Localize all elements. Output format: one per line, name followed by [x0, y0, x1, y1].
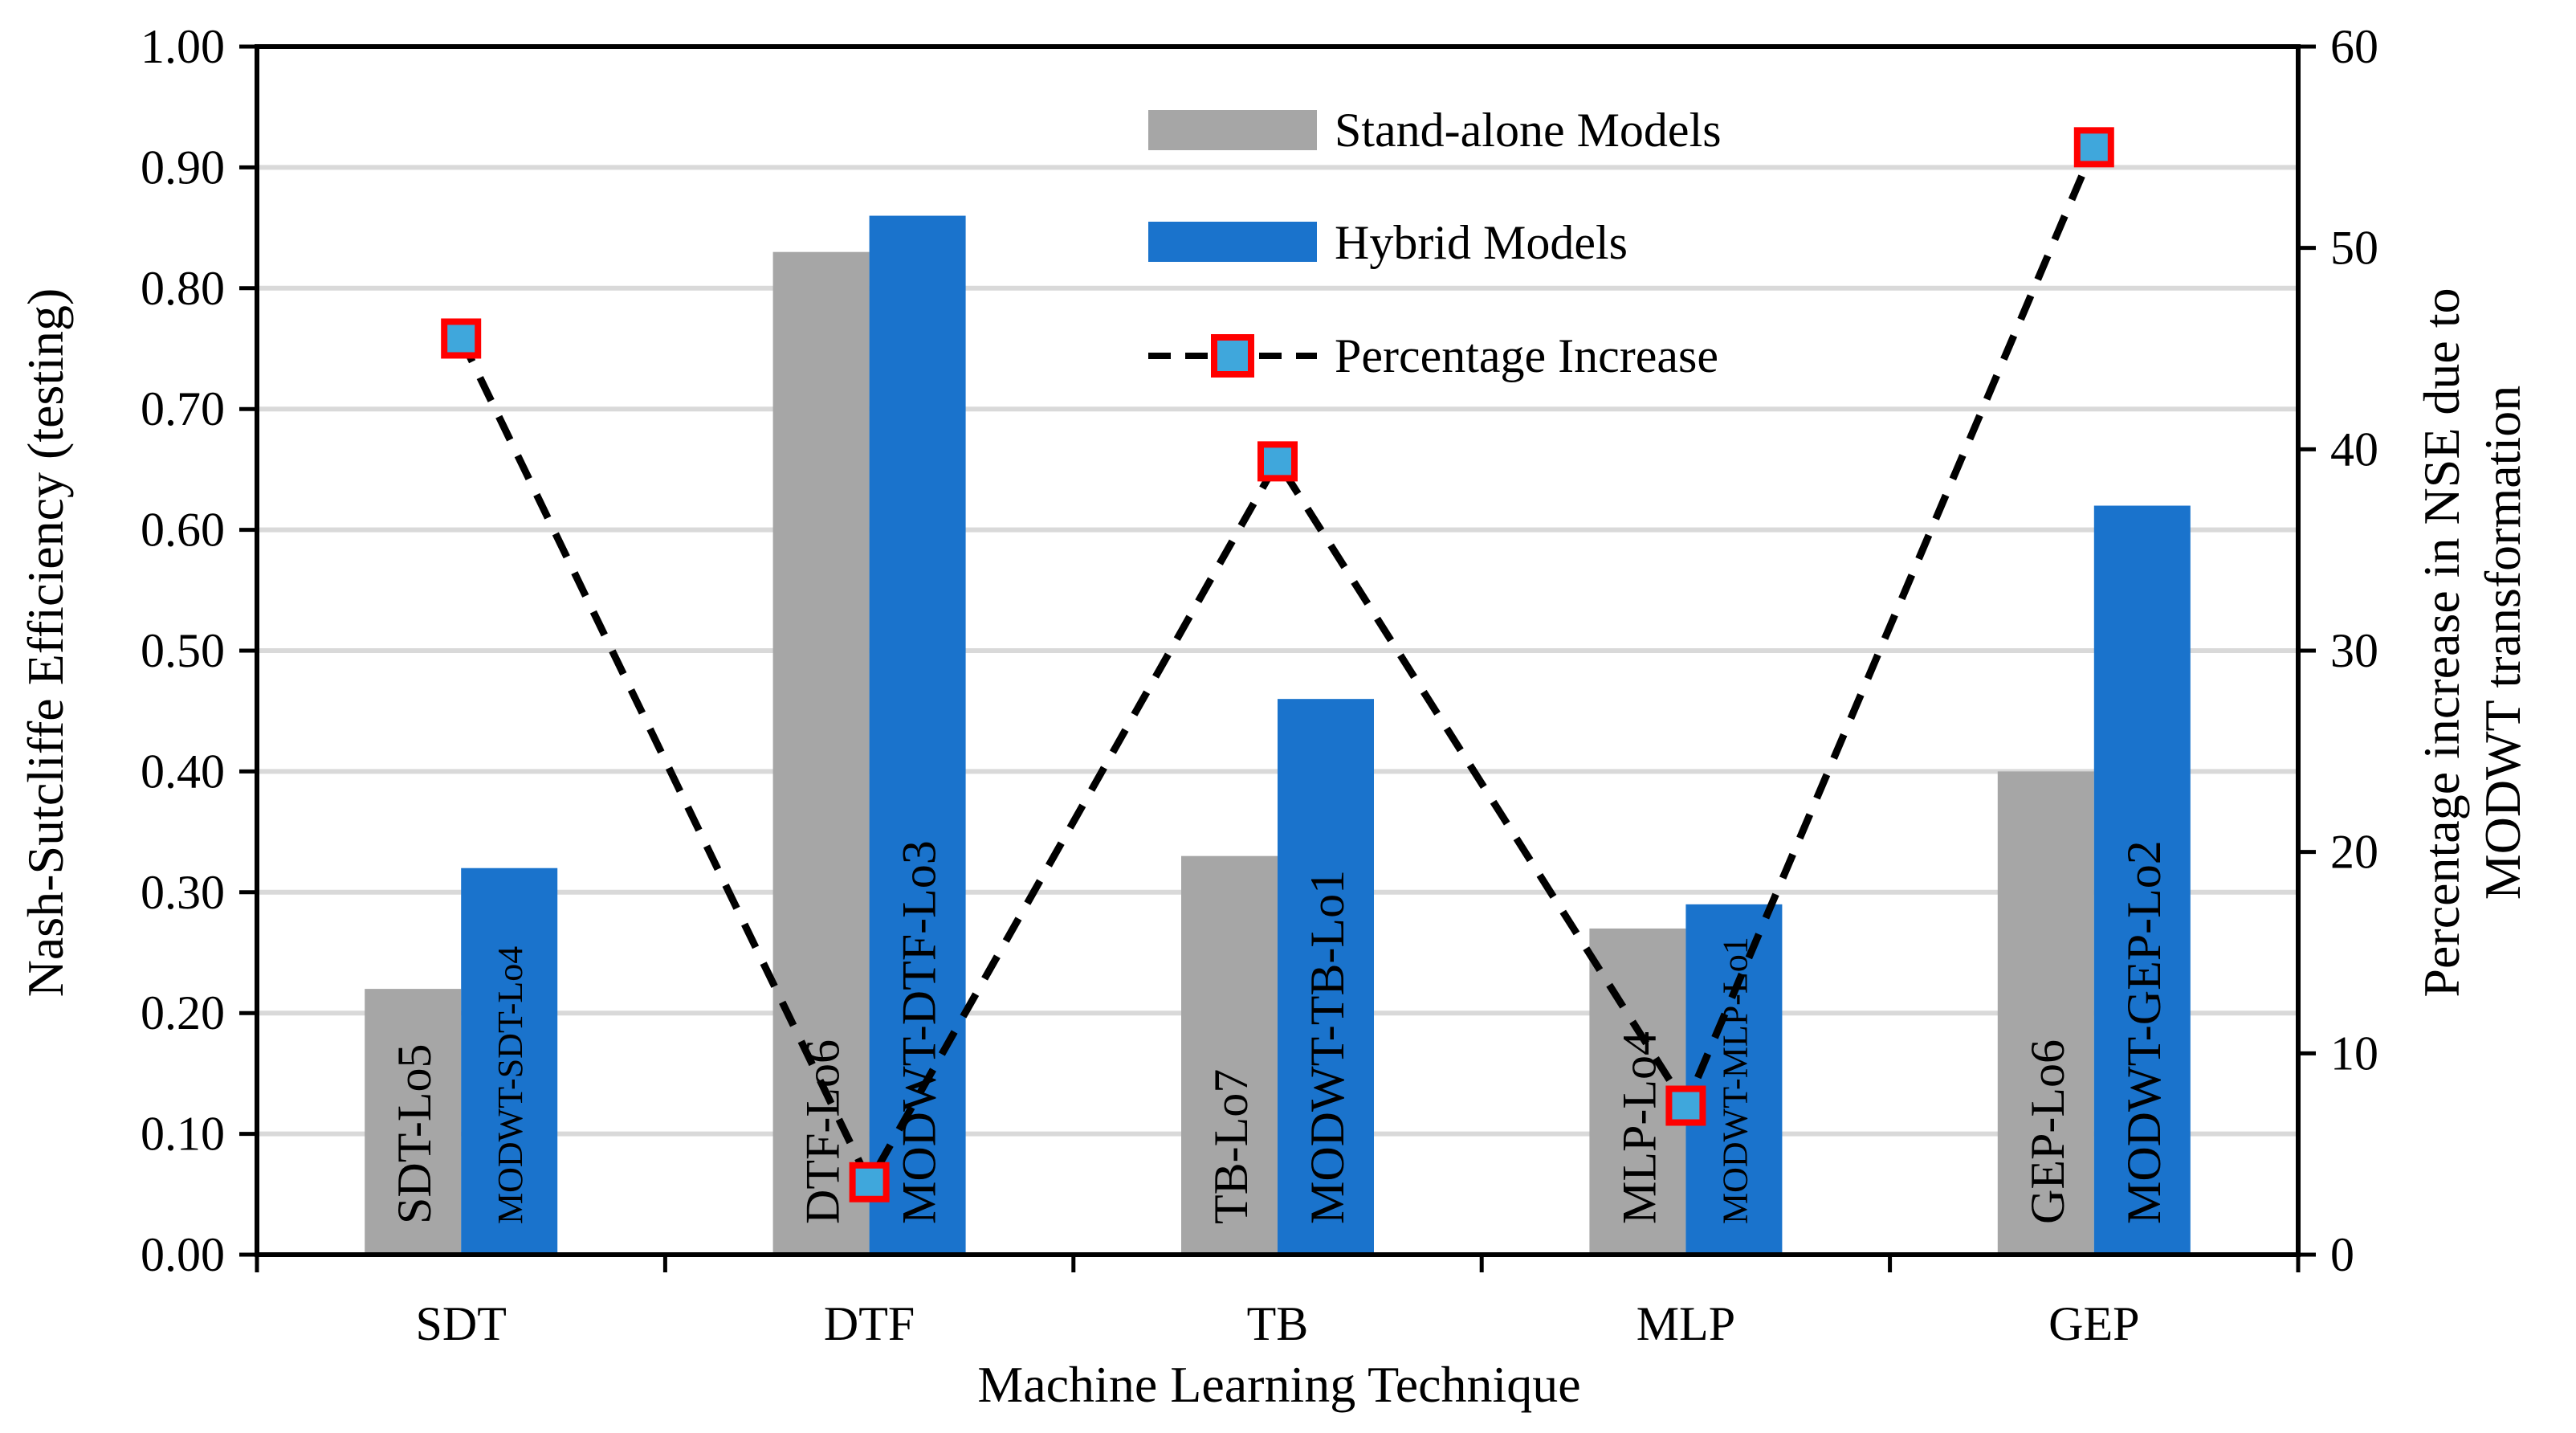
bar-hybrid-sdt	[461, 868, 558, 1255]
y2-tick-label: 10	[2330, 1027, 2378, 1080]
legend-label-standalone: Stand-alone Models	[1335, 104, 1722, 157]
bar-label-standalone-dtf: DTF-Lo6	[797, 1039, 850, 1224]
y-tick-label: 0.40	[141, 745, 225, 798]
bar-label-hybrid-gep: MODWT-GEP-Lo2	[2117, 840, 2170, 1224]
bar-hybrid-mlp	[1685, 904, 1783, 1255]
y2-tick-label: 50	[2330, 222, 2378, 275]
legend-label-percentage: Percentage Increase	[1335, 329, 1718, 382]
category-label-tb: TB	[1247, 1297, 1309, 1350]
y-tick-label: 0.70	[141, 382, 225, 435]
category-labels: SDT DTF TB MLP GEP	[416, 1297, 2140, 1350]
legend-swatch-standalone	[1148, 110, 1317, 150]
y-axis-title: Nash-Sutcliffe Efficiency (testing)	[17, 288, 74, 998]
bar-label-hybrid-tb: MODWT-TB-Lo1	[1301, 870, 1354, 1224]
legend-marker-percentage	[1211, 334, 1254, 378]
bar-standalone-sdt	[365, 989, 462, 1255]
legend-swatch-hybrid	[1148, 222, 1317, 262]
percentage-line	[441, 127, 2114, 1202]
left-axis-ticks: 0.00 0.10 0.20 0.30 0.40 0.50 0.60 0.70 0.80 0.90…	[141, 20, 257, 1281]
y-tick-label: 1.00	[141, 20, 225, 73]
y2-tick-label: 60	[2330, 20, 2378, 73]
y-tick-label: 0.80	[141, 262, 225, 315]
category-label-sdt: SDT	[416, 1297, 507, 1350]
legend-label-hybrid: Hybrid Models	[1335, 216, 1628, 269]
bar-hybrid-gep	[2093, 505, 2191, 1255]
x-axis-title: Machine Learning Technique	[977, 1356, 1580, 1413]
bar-standalone-gep	[1997, 771, 2094, 1255]
bar-label-hybrid-dtf: MODWT-DTF-Lo3	[893, 840, 946, 1224]
category-label-gep: GEP	[2048, 1297, 2139, 1350]
legend: Stand-alone Models Hybrid Models Percent…	[1148, 104, 1722, 382]
y-tick-label: 0.00	[141, 1228, 225, 1281]
y-tick-label: 0.50	[141, 624, 225, 677]
bar-label-standalone-sdt: SDT-Lo5	[388, 1044, 441, 1224]
y-tick-label: 0.10	[141, 1108, 225, 1161]
y2-axis-title-line-2: MODWT transformation	[2474, 386, 2531, 900]
bar-hybrid-dtf	[869, 215, 966, 1255]
bar-label-hybrid-sdt: MODWT-SDT-Lo4	[491, 946, 530, 1224]
y-tick-label: 0.30	[141, 866, 225, 919]
y2-tick-label: 40	[2330, 423, 2378, 476]
y2-tick-label: 30	[2330, 624, 2378, 677]
percentage-series-line	[458, 145, 2097, 1190]
bar-label-standalone-tb: TB-Lo7	[1204, 1069, 1257, 1224]
y2-tick-label: 20	[2330, 826, 2378, 879]
category-label-dtf: DTF	[824, 1297, 915, 1350]
percentage-marker-mlp	[1665, 1085, 1706, 1126]
bar-label-standalone-gep: GEP-Lo6	[2021, 1039, 2074, 1224]
bar-label-hybrid-mlp: MODWT-MLP-Lo1	[1715, 937, 1755, 1224]
percentage-marker-tb	[1257, 441, 1298, 482]
bars	[365, 215, 2191, 1255]
percentage-marker-dtf	[849, 1162, 890, 1202]
bar-hybrid-tb	[1278, 699, 1374, 1255]
right-axis-ticks: 0 10 20 30 40 50 60	[2298, 20, 2378, 1281]
y-tick-label: 0.60	[141, 504, 225, 557]
y2-tick-label: 0	[2330, 1228, 2354, 1281]
percentage-marker-sdt	[441, 318, 482, 359]
category-label-mlp: MLP	[1636, 1297, 1735, 1350]
bar-standalone-tb	[1181, 855, 1278, 1255]
y-tick-label: 0.90	[141, 141, 225, 194]
y2-axis-title-line-1: Percentage increase in NSE due to	[2413, 288, 2470, 997]
percentage-marker-gep	[2073, 127, 2114, 168]
y-tick-label: 0.20	[141, 986, 225, 1039]
